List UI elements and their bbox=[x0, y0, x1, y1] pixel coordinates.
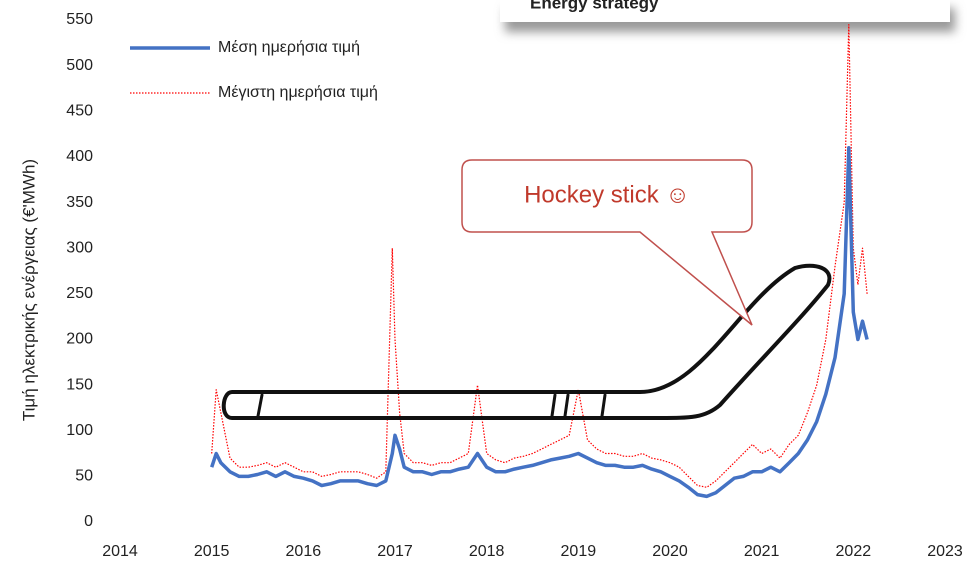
x-tick-label: 2019 bbox=[561, 543, 597, 560]
legend-label: Μέγιστη ημερήσια τιμή bbox=[218, 84, 378, 101]
y-axis-label: Τιμή ηλεκτρικής ενέργειας (€'MWh) bbox=[19, 159, 38, 421]
series-line bbox=[210, 146, 869, 499]
x-tick-label: 2020 bbox=[652, 543, 688, 560]
x-tick-label: 2023 bbox=[927, 543, 963, 560]
hockey-stick bbox=[221, 263, 832, 420]
x-tick-label: 2018 bbox=[469, 543, 505, 560]
callout: Hockey stick ☺ bbox=[461, 159, 753, 326]
callout-text: Hockey stick ☺ bbox=[524, 181, 690, 208]
y-tick-label: 150 bbox=[66, 376, 93, 393]
y-tick-label: 250 bbox=[66, 285, 93, 302]
banner-text: Energy strategy bbox=[530, 0, 659, 12]
x-tick-label: 2016 bbox=[286, 543, 322, 560]
x-tick-label: 2022 bbox=[836, 543, 872, 560]
y-tick-label: 400 bbox=[66, 148, 93, 165]
y-tick-label: 100 bbox=[66, 422, 93, 439]
y-tick-label: 550 bbox=[66, 11, 93, 28]
y-tick-label: 200 bbox=[66, 331, 93, 348]
y-tick-label: 0 bbox=[84, 513, 93, 530]
y-tick-label: 450 bbox=[66, 102, 93, 119]
y-tick-label: 50 bbox=[75, 468, 93, 485]
series-line bbox=[211, 24, 868, 488]
x-tick-label: 2014 bbox=[102, 543, 138, 560]
y-tick-label: 350 bbox=[66, 194, 93, 211]
x-tick-label: 2015 bbox=[194, 543, 230, 560]
y-tick-label: 300 bbox=[66, 239, 93, 256]
plot: 0 50 100 150 200 250 300 350 400 450 500 550 2014 201… bbox=[66, 11, 963, 560]
x-tick-label: 2021 bbox=[744, 543, 780, 560]
y-tick-label: 500 bbox=[66, 57, 93, 74]
legend-label: Μέση ημερήσια τιμή bbox=[218, 39, 360, 56]
x-tick-label: 2017 bbox=[377, 543, 413, 560]
banner bbox=[500, 0, 950, 22]
